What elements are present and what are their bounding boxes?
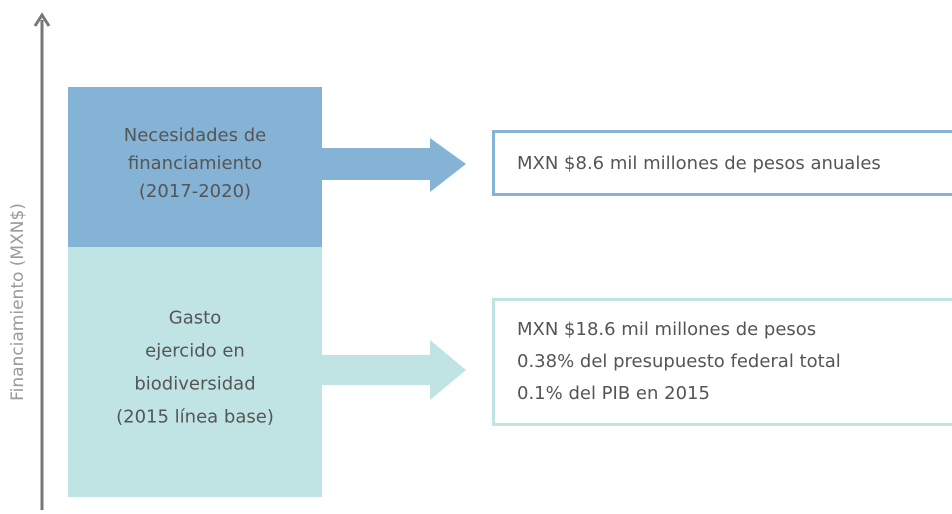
top-arrow xyxy=(322,138,466,192)
result-text: 0.1% del PIB en 2015 xyxy=(517,383,710,404)
block-label: financiamiento xyxy=(128,153,262,174)
result-text: 0.38% del presupuesto federal total xyxy=(517,351,841,372)
axis-label: Financiamiento (MXN$) xyxy=(8,203,28,401)
block-label: (2015 línea base) xyxy=(116,407,274,428)
block-label: Gasto xyxy=(169,308,221,329)
result-text: MXN $18.6 mil millones de pesos xyxy=(517,319,816,340)
bottom-block xyxy=(68,247,322,497)
block-label: Necesidades de xyxy=(124,125,266,146)
bottom-arrow xyxy=(322,340,466,400)
block-label: ejercido en xyxy=(145,341,245,362)
block-label: (2017-2020) xyxy=(139,181,251,202)
result-text: MXN $8.6 mil millones de pesos anuales xyxy=(517,153,881,174)
block-label: biodiversidad xyxy=(134,374,255,395)
